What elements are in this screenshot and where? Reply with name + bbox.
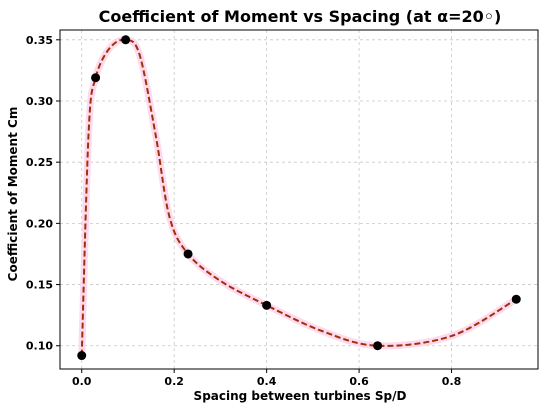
y-tick-label: 0.20 [26, 217, 53, 230]
data-point [262, 300, 272, 310]
ticks-layer: 0.0 0.2 0.4 0.6 0.8 0.10 0.15 0.20 0.25 0.30 0.35 [26, 34, 461, 388]
points-layer [77, 35, 521, 361]
x-tick-label: 0.2 [164, 375, 184, 388]
y-tick-label: 0.25 [26, 156, 53, 169]
data-point [183, 249, 193, 259]
plot-frame [59, 29, 539, 370]
data-point [511, 294, 521, 304]
x-tick-label: 0.6 [349, 375, 369, 388]
x-tick-label: 0.0 [72, 375, 92, 388]
x-axis-label: Spacing between turbines Sp/D [194, 389, 407, 403]
fit-curve [80, 38, 517, 356]
y-tick-label: 0.10 [26, 340, 53, 353]
y-tick-label: 0.30 [26, 95, 53, 108]
chart-title: Coefficient of Moment vs Spacing (at α=2… [99, 7, 502, 26]
grid-layer [60, 30, 538, 369]
y-tick-label: 0.35 [26, 34, 53, 47]
data-point [91, 73, 101, 83]
data-point [121, 35, 131, 45]
data-point [77, 351, 87, 361]
y-tick-label: 0.15 [26, 279, 53, 292]
y-axis-label: Coefficient of Moment Cm [6, 107, 20, 282]
data-point [373, 341, 383, 351]
x-tick-label: 0.8 [442, 375, 462, 388]
curve-layer [78, 36, 520, 360]
x-tick-label: 0.4 [257, 375, 277, 388]
